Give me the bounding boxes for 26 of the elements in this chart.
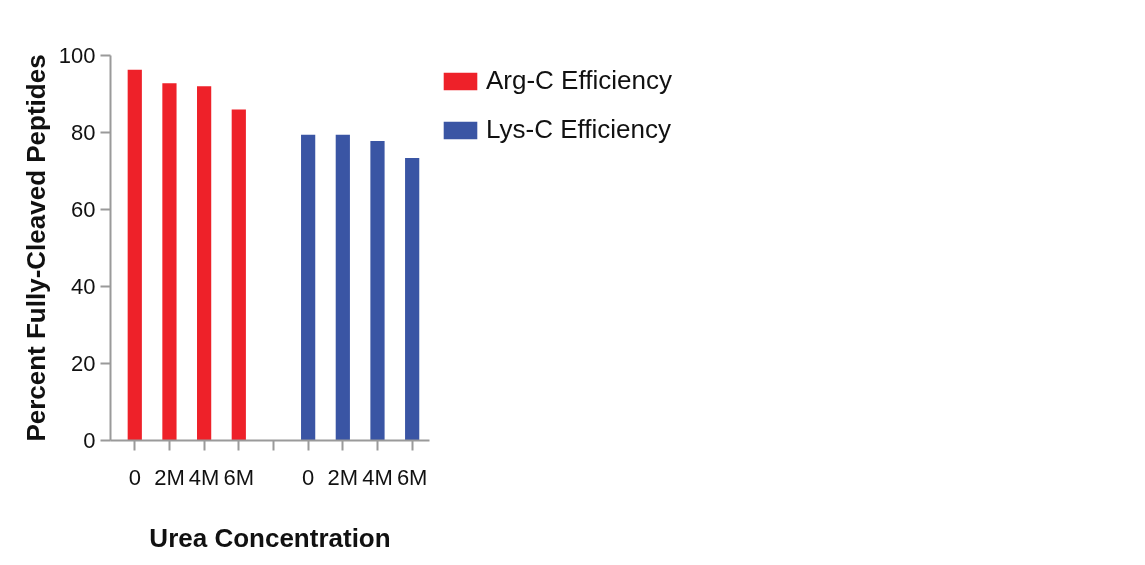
bar — [405, 157, 420, 441]
bar — [127, 69, 142, 441]
x-tick-label: 6M — [223, 464, 255, 490]
y-axis-title: Percent Fully-Cleaved Peptides — [20, 54, 51, 442]
x-tick-label: 6M — [396, 464, 428, 490]
y-tick-label: 20 — [71, 351, 96, 376]
y-tick-label: 80 — [71, 120, 96, 145]
bar — [162, 83, 177, 441]
legend-label: Arg-C Efficiency — [486, 65, 672, 96]
bar — [197, 86, 212, 441]
y-tick-label: 100 — [58, 43, 96, 68]
bar — [231, 109, 246, 441]
bar — [335, 134, 350, 441]
x-tick-label: 0 — [302, 464, 315, 490]
x-tick-label: 4M — [362, 464, 393, 490]
y-tick-label: 0 — [83, 428, 96, 453]
bar — [370, 140, 385, 441]
x-tick-label: 4M — [188, 464, 220, 490]
y-tick-label: 60 — [71, 197, 96, 222]
x-tick-label: 2M — [154, 464, 185, 490]
legend-label: Lys-C Efficiency — [486, 114, 671, 145]
bar — [301, 134, 316, 441]
x-tick-label: 2M — [327, 464, 359, 490]
y-tick-label: 40 — [71, 274, 96, 299]
x-tick-label: 0 — [128, 464, 141, 490]
x-axis-title: Urea Concentration — [149, 522, 391, 553]
